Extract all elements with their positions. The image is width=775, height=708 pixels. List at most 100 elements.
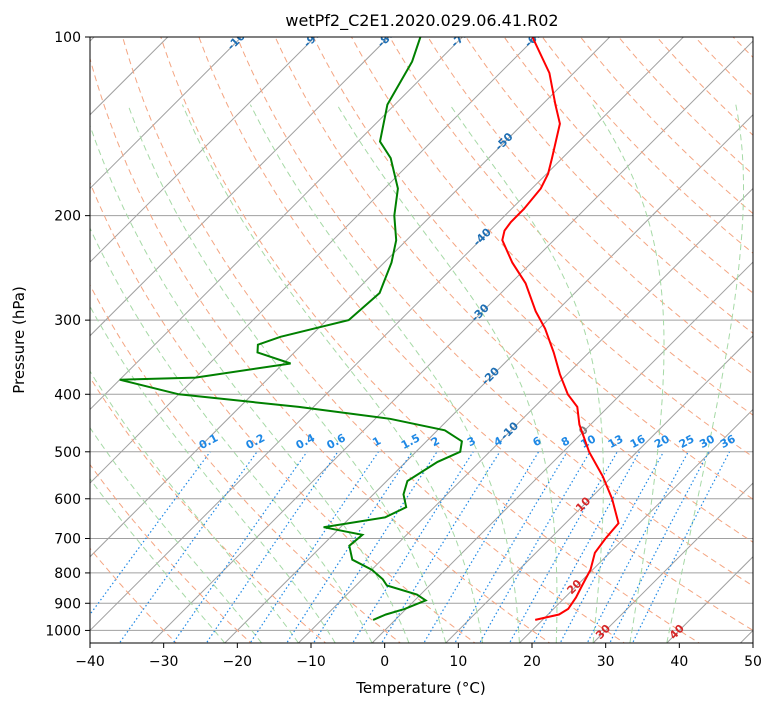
isotherm-label: -20 (479, 364, 502, 387)
mixing-ratio-line (285, 451, 413, 643)
isotherm-label: -40 (471, 225, 494, 248)
mixing-ratio-label: 8 (559, 434, 572, 449)
y-tick-label: 300 (54, 313, 81, 329)
y-tick-label: 200 (54, 209, 81, 225)
isotherm-label: -30 (469, 301, 492, 324)
mixing-ratio-line (586, 451, 689, 643)
isotherm-line (224, 114, 753, 643)
mixing-ratio-label: 25 (677, 432, 697, 451)
moist-adiabat (127, 104, 447, 643)
dry-adiabat (90, 181, 476, 643)
isotherm-label: 40 (667, 622, 687, 642)
moist-adiabat (249, 104, 520, 643)
mixing-ratio-line (90, 451, 211, 616)
y-tick-label: 800 (54, 566, 81, 582)
moist-adiabat (90, 477, 226, 643)
mixing-ratio-line (423, 451, 540, 643)
dry-adiabat (351, 37, 753, 458)
x-tick-label: −40 (75, 654, 105, 670)
background-lines (90, 37, 775, 645)
dry-adiabat (465, 37, 753, 334)
x-tick-label: 0 (380, 654, 389, 670)
mixing-ratio-line (249, 451, 379, 643)
isotherm-line (592, 482, 753, 643)
mixing-ratio-line (172, 451, 308, 643)
mixing-ratio-line (205, 451, 339, 643)
mixing-ratio-label: 3 (465, 434, 478, 449)
dry-adiabat (198, 37, 753, 631)
y-tick-label: 900 (54, 596, 81, 612)
mixing-ratio-label: 1 (370, 434, 383, 449)
moist-adiabat (592, 104, 665, 643)
isotherm-line (518, 408, 753, 643)
isotherm-line (150, 40, 753, 643)
isotherm-line (90, 37, 316, 263)
moist-adiabat (181, 104, 484, 643)
isotherm-label: -90 (301, 27, 324, 50)
dry-adiabat (427, 37, 753, 375)
y-axis: 100 200 300 400 500 600 700 800 900 1000 (45, 30, 90, 639)
mixing-ratio-line (479, 451, 591, 643)
dry-adiabat (618, 37, 753, 175)
mixing-ratio-label: 36 (718, 432, 738, 451)
dry-adiabat (312, 37, 753, 500)
dry-adiabat (90, 376, 327, 643)
isotherm-label: -70 (448, 27, 471, 50)
dry-adiabat (122, 37, 626, 643)
mixing-ratio-line (454, 451, 568, 643)
dry-adiabat (90, 56, 551, 643)
y-tick-label: 600 (54, 492, 81, 508)
dewpoint-line (119, 37, 463, 621)
dry-adiabat (694, 37, 753, 97)
isotherm-line (90, 37, 243, 190)
dry-adiabat (90, 463, 252, 643)
mixing-ratio-line (312, 451, 438, 643)
isotherm-label: -80 (375, 27, 398, 50)
x-tick-label: 20 (523, 654, 541, 670)
y-axis-label: Pressure (hPa) (10, 286, 28, 394)
mixing-ratio-label: 30 (697, 432, 717, 451)
isotherm-line (90, 37, 390, 337)
moist-adiabat (90, 370, 299, 643)
isotherm-line (90, 37, 611, 558)
mixing-ratio-line (380, 451, 501, 643)
isoline-labels: 0.1 0.2 0.4 0.6 1 1.5 2 3 4 6 8 10 13 16 20 25 30 36-100-… (197, 24, 738, 642)
isotherm-line (739, 629, 753, 643)
mixing-ratio-line (631, 451, 731, 643)
isotherm-label: -100 (225, 24, 254, 53)
dry-adiabat (160, 37, 701, 643)
y-tick-label: 1000 (45, 623, 81, 639)
dry-adiabat (771, 37, 775, 645)
isotherm-line (445, 335, 753, 643)
isotherm-line (90, 37, 464, 411)
dry-adiabat (274, 37, 753, 543)
isotherm-line (297, 187, 753, 643)
y-tick-label: 700 (54, 532, 81, 548)
mixing-ratio-line (351, 451, 474, 643)
isotherm-line (90, 37, 685, 632)
moist-adiabat (90, 124, 410, 643)
x-axis-label: Temperature (°C) (355, 679, 485, 697)
moist-adiabat (336, 104, 558, 643)
mixing-ratio-label: 16 (628, 432, 648, 451)
x-tick-label: −10 (296, 654, 326, 670)
y-tick-label: 100 (54, 30, 81, 46)
mixing-ratio-label: 0.1 (197, 431, 220, 452)
dry-adiabat (503, 37, 753, 294)
x-tick-label: −30 (149, 654, 179, 670)
dry-adiabat (236, 37, 753, 587)
isotherm-line (371, 261, 753, 643)
x-axis: −40 −30 −20 −10 0 10 20 30 40 50 (75, 643, 762, 670)
mixing-ratio-label: 6 (531, 434, 544, 449)
y-tick-label: 500 (54, 445, 81, 461)
mixing-ratio-line (559, 451, 665, 643)
chart-title: wetPf2_C2E1.2020.029.06.41.R02 (285, 11, 558, 31)
mixing-ratio-line (118, 451, 258, 643)
mixing-ratio-label: 2 (429, 434, 442, 449)
mixing-ratio-label: 13 (606, 432, 626, 451)
profile-lines (119, 37, 620, 621)
mixing-ratio-label: 20 (652, 432, 672, 451)
y-tick-label: 400 (54, 387, 81, 403)
dry-adiabat (389, 37, 753, 416)
